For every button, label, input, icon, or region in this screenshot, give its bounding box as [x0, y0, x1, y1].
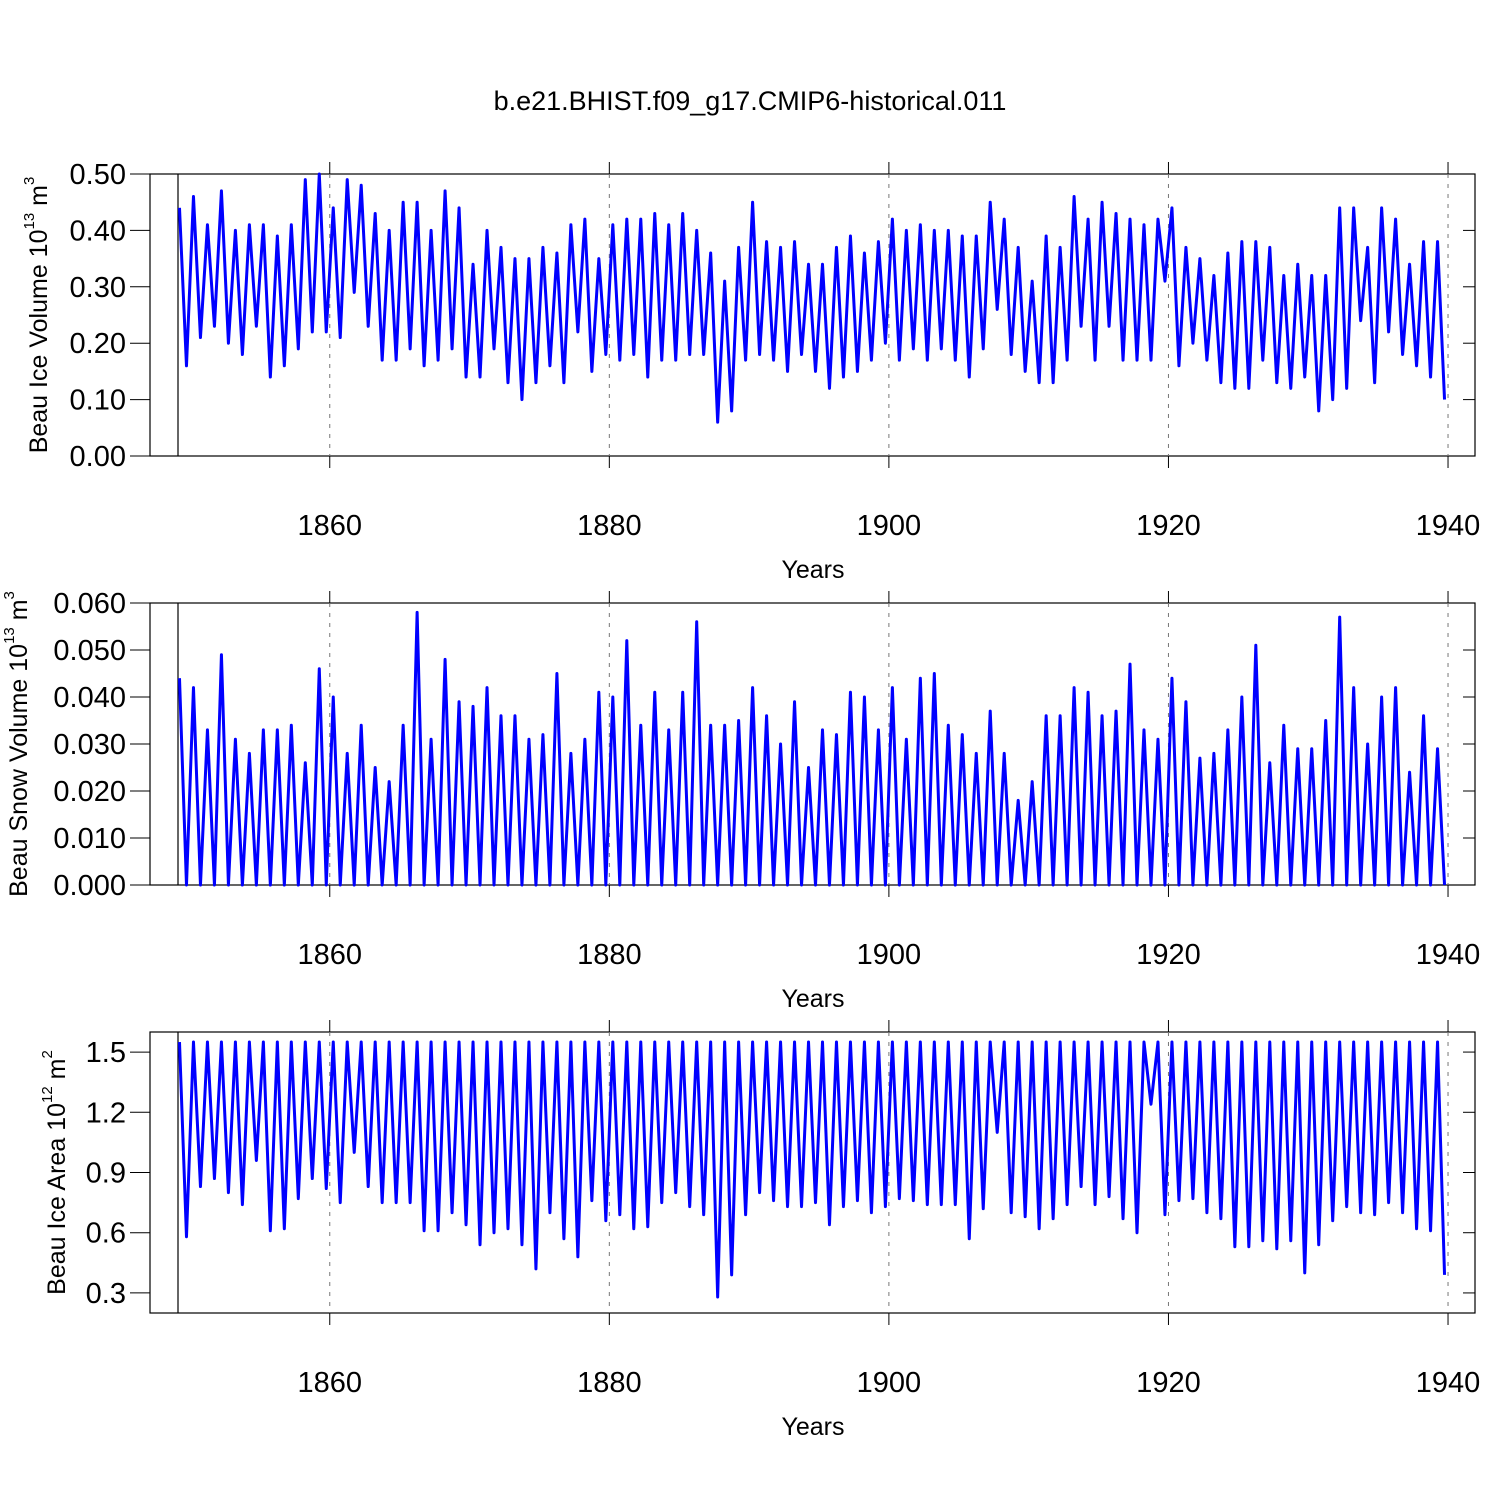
- y-axis-label: Beau Snow Volume 1013 m3: [1, 591, 33, 897]
- y-label-text: Beau Snow Volume 10: [5, 644, 33, 897]
- x-axis-label: Years: [781, 1413, 844, 1441]
- y-tick-label: 0.50: [70, 159, 126, 191]
- y-tick-label: 0.6: [86, 1218, 126, 1250]
- x-tick-label: 1860: [298, 1367, 363, 1399]
- y-label-exponent: 12: [39, 1086, 56, 1103]
- x-tick-label: 1880: [577, 1367, 642, 1399]
- y-tick-label: 0.40: [70, 215, 126, 247]
- x-tick-label: 1880: [577, 939, 642, 971]
- y-label-unit: m: [5, 599, 33, 627]
- y-label-unit: m: [43, 1059, 71, 1087]
- x-tick-label: 1920: [1136, 939, 1201, 971]
- y-tick-label: 0.20: [70, 328, 126, 360]
- y-axis-label: Beau Ice Volume 1013 m3: [21, 177, 53, 454]
- x-tick-label: 1940: [1416, 1367, 1481, 1399]
- x-tick-label: 1920: [1136, 1367, 1201, 1399]
- y-label-unit-exponent: 3: [21, 177, 38, 185]
- y-tick-label: 1.5: [86, 1037, 126, 1069]
- y-tick-label: 0.010: [53, 823, 126, 855]
- y-tick-label: 0.020: [53, 776, 126, 808]
- x-tick-label: 1900: [857, 1367, 922, 1399]
- y-tick-label: 0.050: [53, 635, 126, 667]
- x-tick-label: 1860: [298, 510, 363, 542]
- y-tick-label: 0.10: [70, 385, 126, 417]
- y-label-exponent: 13: [21, 213, 38, 230]
- x-tick-label: 1860: [298, 939, 363, 971]
- data-line: [177, 1040, 1447, 1299]
- y-tick-label: 1.2: [86, 1097, 126, 1129]
- y-tick-label: 0.000: [53, 870, 126, 902]
- y-tick-label: 0.060: [53, 588, 126, 620]
- y-tick-label: 0.00: [70, 441, 126, 473]
- data-line: [177, 610, 1447, 887]
- x-axis-label: Years: [781, 985, 844, 1013]
- y-label-unit: m: [25, 185, 53, 213]
- y-axis-label: Beau Ice Area 1012 m2: [39, 1050, 71, 1295]
- y-tick-label: 0.30: [70, 272, 126, 304]
- figure-title: b.e21.BHIST.f09_g17.CMIP6-historical.011: [494, 86, 1007, 116]
- plot-frame: [149, 173, 1476, 457]
- data-line: [177, 172, 1447, 424]
- y-tick-label: 0.030: [53, 729, 126, 761]
- x-tick-label: 1880: [577, 510, 642, 542]
- y-label-text: Beau Ice Area 10: [43, 1103, 71, 1295]
- x-tick-label: 1900: [857, 510, 922, 542]
- x-axis-label: Years: [781, 556, 844, 584]
- x-tick-label: 1900: [857, 939, 922, 971]
- y-label-unit-exponent: 3: [1, 591, 18, 599]
- y-label-unit-exponent: 2: [39, 1050, 56, 1058]
- y-label-exponent: 13: [1, 627, 18, 644]
- y-label-text: Beau Ice Volume 10: [25, 230, 53, 454]
- y-tick-label: 0.9: [86, 1158, 126, 1190]
- x-tick-label: 1940: [1416, 510, 1481, 542]
- y-tick-label: 0.3: [86, 1278, 126, 1310]
- x-tick-label: 1920: [1136, 510, 1201, 542]
- y-tick-label: 0.040: [53, 682, 126, 714]
- panel: 1860 1880 1900 1920 1940 0.3 0.6 0.9 1.2 1.5 Years…: [39, 1020, 1480, 1441]
- panel: 1860 1880 1900 1920 1940 0.00 0.10 0.20 0.30 0.40…: [21, 159, 1480, 584]
- panel: 1860 1880 1900 1920 1940 0.000 0.010 0.020 0.030…: [1, 588, 1480, 1013]
- x-tick-label: 1940: [1416, 939, 1481, 971]
